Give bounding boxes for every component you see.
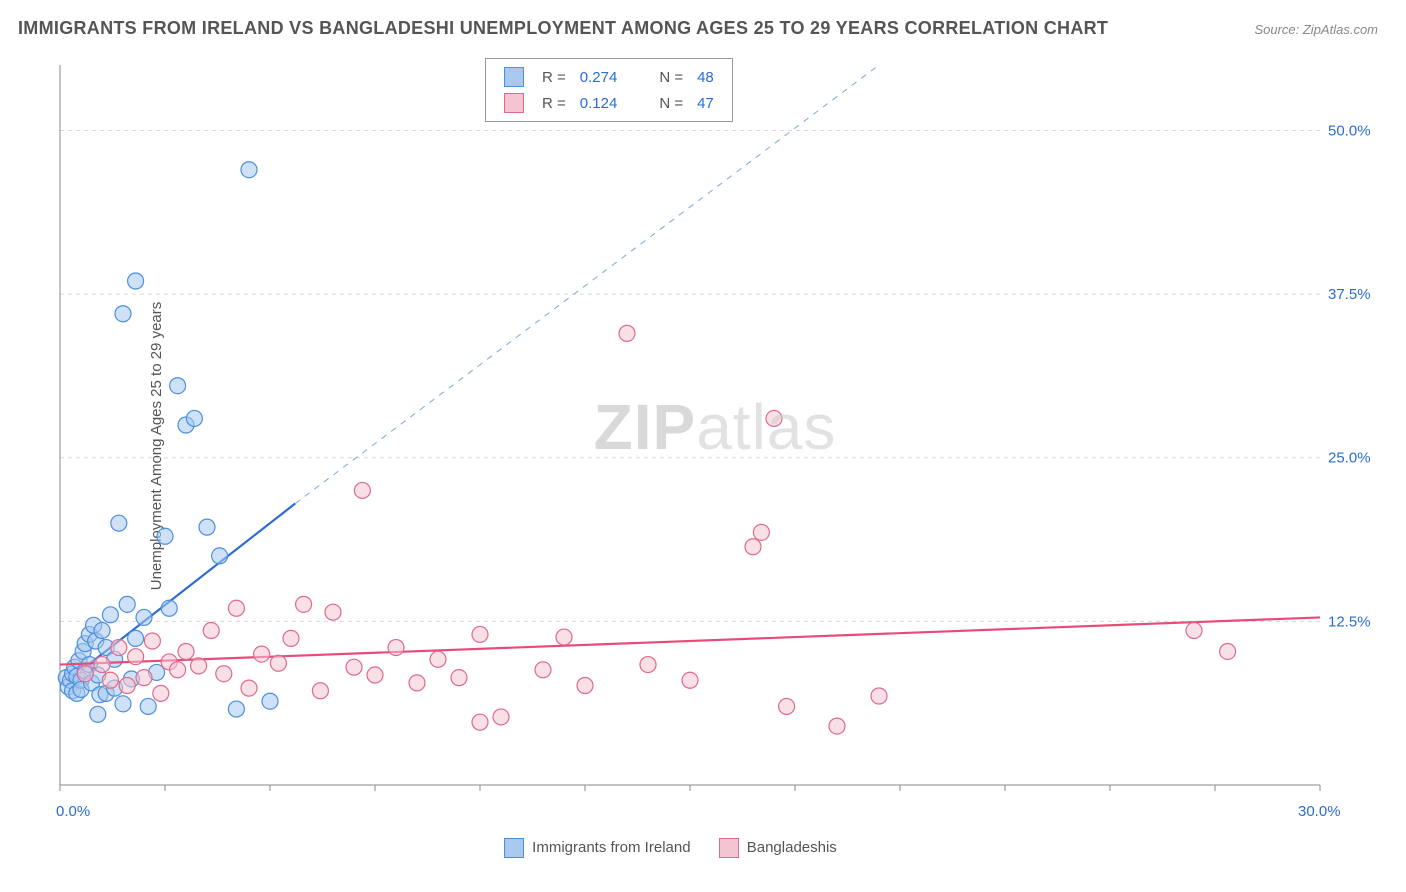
correlation-legend: R =0.274 N =48 R =0.124 N =47 [485,58,733,122]
legend-swatch [504,93,524,113]
legend-swatch [504,67,524,87]
legend-r-label: R = [536,65,572,89]
x-axis-max-label: 30.0% [1298,803,1341,820]
svg-text:25.0%: 25.0% [1328,450,1371,467]
chart-svg: 12.5% 25.0% 37.5% 50.0% [50,55,1380,830]
scatter-plot: 12.5%25.0%37.5%50.0% ZIPatlas [50,55,1380,830]
legend-n-label: N = [653,65,689,89]
legend-n-value: 48 [691,65,720,89]
series-name: Immigrants from Ireland [532,839,690,856]
svg-text:50.0%: 50.0% [1328,122,1371,139]
svg-text:12.5%: 12.5% [1328,613,1371,630]
source-attribution: Source: ZipAtlas.com [1254,22,1378,37]
series-legend-item: Bangladeshis [719,838,837,858]
legend-swatch [719,838,739,858]
svg-text:37.5%: 37.5% [1328,286,1371,303]
legend-swatch [504,838,524,858]
series-legend-item: Immigrants from Ireland [504,838,691,858]
series-name: Bangladeshis [747,839,837,856]
legend-n-label: N = [653,91,689,115]
legend-r-label: R = [536,91,572,115]
legend-r-value: 0.124 [574,91,624,115]
legend-row: R =0.124 N =47 [498,91,720,115]
legend-row: R =0.274 N =48 [498,65,720,89]
series-legend: Immigrants from Ireland Bangladeshis [490,838,851,858]
legend-n-value: 47 [691,91,720,115]
correlation-table: R =0.274 N =48 R =0.124 N =47 [496,63,722,117]
chart-title: IMMIGRANTS FROM IRELAND VS BANGLADESHI U… [18,18,1108,39]
legend-r-value: 0.274 [574,65,624,89]
x-axis-min-label: 0.0% [56,803,90,820]
